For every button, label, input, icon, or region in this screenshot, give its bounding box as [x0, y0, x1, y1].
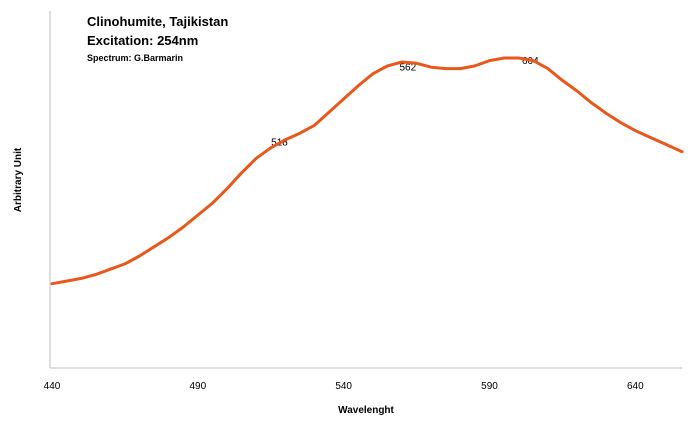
chart-credit: Spectrum: G.Barmarin	[87, 53, 183, 63]
x-axis-title: Wavelenght	[338, 405, 394, 416]
peak-label: 562	[399, 62, 416, 73]
x-tick-label: 490	[189, 381, 206, 392]
y-axis-title: Arbitrary Unit	[13, 147, 24, 212]
x-tick-label: 540	[335, 381, 352, 392]
x-tick-label: 590	[481, 381, 498, 392]
x-tick-label: 440	[44, 381, 61, 392]
x-tick-labels: 440 490 540 590 640	[44, 381, 644, 392]
chart-title-line-1: Clinohumite, Tajikistan	[87, 14, 228, 29]
x-tick-label: 640	[627, 381, 644, 392]
chart-title-line-2: Excitation: 254nm	[87, 33, 198, 48]
series-line	[50, 56, 684, 286]
